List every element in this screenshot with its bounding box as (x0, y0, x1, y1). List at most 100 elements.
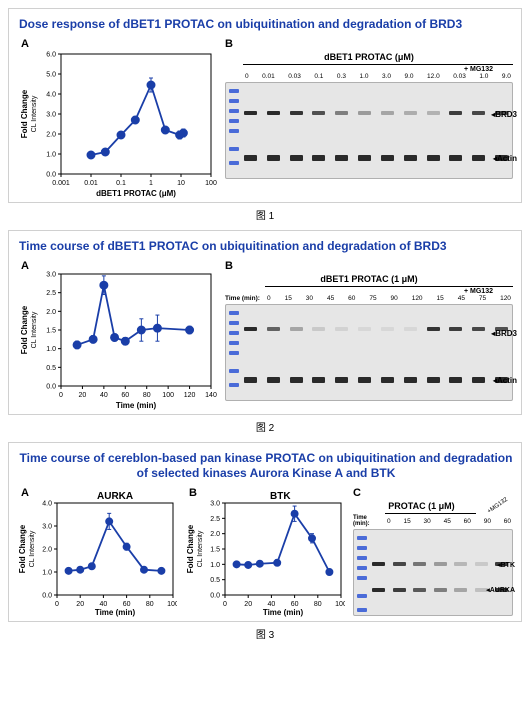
band (393, 562, 406, 566)
ladder-band (229, 321, 239, 325)
svg-text:1.5: 1.5 (210, 547, 220, 554)
svg-text:60: 60 (121, 392, 129, 399)
band (381, 111, 394, 115)
figure-3-panel-c-label: C (353, 487, 513, 499)
lane-label: 90 (391, 295, 398, 302)
lane-label: 45 (458, 295, 465, 302)
ladder-band (357, 556, 367, 560)
band (335, 111, 348, 115)
ladder-band (357, 566, 367, 570)
lane-label: 120 (500, 295, 511, 302)
figure-3-btk-title: BTK (270, 491, 291, 502)
ladder-band (357, 576, 367, 580)
svg-text:2.0: 2.0 (46, 309, 56, 316)
figure-2-panel-b-label: B (225, 260, 513, 272)
figure-3-aurka-label: ◂AURKA (486, 586, 515, 594)
figure-3-panel: Time course of cereblon-based pan kinase… (8, 442, 522, 622)
band (244, 111, 257, 115)
svg-text:Fold Change: Fold Change (20, 89, 29, 138)
svg-text:0.01: 0.01 (84, 180, 98, 187)
divider-icon (385, 513, 476, 514)
svg-text:40: 40 (268, 601, 276, 608)
svg-text:1.0: 1.0 (210, 562, 220, 569)
svg-text:80: 80 (143, 392, 151, 399)
figure-3-gel (353, 529, 513, 616)
band (413, 588, 426, 592)
svg-text:1.0: 1.0 (46, 346, 56, 353)
svg-text:0: 0 (55, 601, 59, 608)
band (358, 111, 371, 115)
band (290, 327, 303, 331)
figure-3-panel-c: C PROTAC (1 μM) +MG132 Time (min): 01530… (353, 487, 513, 616)
band-row (244, 111, 508, 115)
svg-text:0.001: 0.001 (52, 180, 70, 187)
figure-2-row: A 0.00.51.01.52.02.53.002040608010012014… (17, 260, 513, 410)
ladder-band (357, 546, 367, 550)
ladder-band (229, 89, 239, 93)
figure-1-mg132: + MG132 (225, 66, 513, 73)
svg-text:20: 20 (79, 392, 87, 399)
band-row (244, 327, 508, 331)
svg-text:0: 0 (223, 601, 227, 608)
figure-3-chart-b: B BTK 0.00.51.01.52.02.53.0020406080100T… (185, 487, 345, 617)
figure-2-blot-title: dBET1 PROTAC (1 μM) (225, 274, 513, 284)
band (427, 377, 440, 383)
band (449, 377, 462, 383)
lane-label: 30 (306, 295, 313, 302)
svg-text:80: 80 (146, 601, 154, 608)
figure-1-title: Dose response of dBET1 PROTAC on ubiquit… (19, 17, 513, 32)
band-row (372, 562, 508, 566)
figure-3-btk-label: ◂BTK (497, 561, 515, 569)
band (381, 155, 394, 161)
svg-text:Fold Change: Fold Change (18, 524, 27, 573)
svg-text:3.0: 3.0 (46, 112, 56, 119)
figure-2-panel-b: B dBET1 PROTAC (1 μM) + MG132 Time (min)… (225, 260, 513, 401)
band (381, 327, 394, 331)
svg-text:100: 100 (167, 601, 177, 608)
band (244, 327, 257, 331)
svg-text:6.0: 6.0 (46, 52, 56, 59)
figure-1-panel-b: B dBET1 PROTAC (μM) + MG132 00.010.030.1… (225, 38, 513, 179)
figure-3-lane-header: Time (min): 0153045609060 (353, 515, 513, 527)
band (335, 155, 348, 161)
lane-label: 45 (327, 295, 334, 302)
svg-text:100: 100 (205, 180, 217, 187)
svg-text:Time (min): Time (min) (263, 608, 304, 617)
figure-2-actin-label: ◂Actin (493, 376, 517, 385)
figure-3-aurka-title: AURKA (97, 491, 133, 502)
band (335, 327, 348, 331)
band (449, 327, 462, 331)
lane-label: 60 (464, 518, 471, 525)
svg-text:10: 10 (177, 180, 185, 187)
lane-label: 0.3 (337, 73, 346, 80)
band (404, 111, 417, 115)
band (312, 327, 325, 331)
ladder-band (357, 608, 367, 612)
band (244, 377, 257, 383)
band (472, 111, 485, 115)
lane-label: 75 (369, 295, 376, 302)
figure-3-panel-a-label: A (21, 487, 29, 499)
lane-label: 0.03 (288, 73, 301, 80)
figure-3-blot-title: PROTAC (1 μM) (353, 501, 490, 511)
band (335, 377, 348, 383)
svg-text:0.0: 0.0 (210, 593, 220, 600)
band (404, 377, 417, 383)
band (393, 588, 406, 592)
band (434, 562, 447, 566)
figure-2-lane-labels: 0153045607590120154575120 (265, 295, 513, 302)
svg-text:CL Intensity: CL Intensity (31, 95, 38, 132)
figure-1-lane-labels: 00.010.030.10.31.03.09.012.00.031.09.0 (243, 73, 513, 80)
ladder-band (229, 99, 239, 103)
ladder-band (229, 383, 239, 387)
figure-2-panel: Time course of dBET1 PROTAC on ubiquitin… (8, 230, 522, 415)
lane-label: 0 (387, 518, 391, 525)
band (427, 327, 440, 331)
svg-text:1.0: 1.0 (46, 152, 56, 159)
figure-3-caption: 图 3 (8, 626, 522, 641)
svg-text:0.5: 0.5 (46, 365, 56, 372)
ladder-band (229, 331, 239, 335)
band (290, 155, 303, 161)
band (372, 588, 385, 592)
band (449, 111, 462, 115)
